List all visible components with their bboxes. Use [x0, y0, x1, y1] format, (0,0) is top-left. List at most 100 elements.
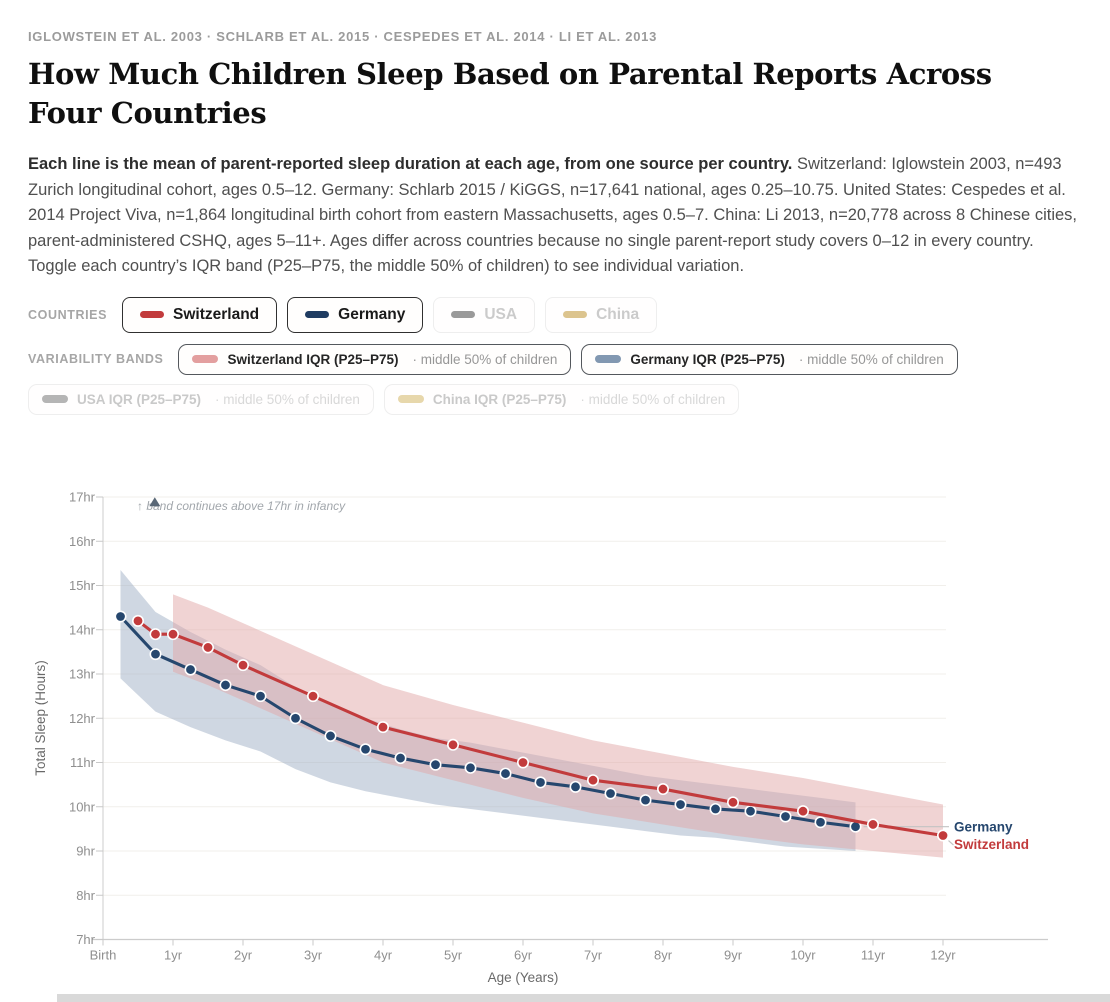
x-tick-label: 8yr — [654, 948, 673, 963]
country-toggle-label: China — [596, 305, 640, 323]
germany-data-point — [219, 679, 232, 692]
switzerland-band — [173, 594, 943, 858]
germany-data-point — [289, 712, 302, 725]
switzerland-swatch-icon — [140, 311, 165, 319]
x-tick-label: 9yr — [724, 948, 743, 963]
band-toggle-usa-iqr[interactable]: USA IQR (P25–P75) · middle 50% of childre… — [28, 383, 374, 415]
y-tick-label: 7hr — [76, 932, 95, 947]
band-toggle-label: USA IQR (P25–P75) — [77, 391, 202, 407]
iqr-bands — [120, 570, 943, 858]
band-toggle-china-iqr[interactable]: China IQR (P25–P75) · middle 50% of child… — [383, 383, 740, 415]
germany-data-point — [674, 798, 687, 811]
source-kicker: IGLOWSTEIN ET AL. 2003 · SCHLARB ET AL. … — [28, 29, 657, 44]
country-toggle-usa[interactable]: USA — [433, 296, 536, 333]
countries-label: COUNTRIES — [28, 307, 108, 322]
band-toggle-suffix: · middle 50% of children — [215, 391, 360, 407]
description-lead: Each line is the mean of parent-reported… — [28, 155, 793, 174]
x-tick-label: 12yr — [930, 948, 956, 963]
germany-data-point — [534, 776, 547, 789]
germany-data-point — [709, 802, 722, 815]
germany-line — [118, 614, 858, 829]
band-toggle-label: Germany IQR (P25–P75) — [630, 351, 785, 367]
countries-row: COUNTRIES Switzerland Germany USA China — [28, 296, 1082, 333]
germany-swatch-icon — [305, 311, 330, 319]
switzerland-end-label: Switzerland — [954, 837, 1029, 852]
country-toggle-label: USA — [484, 305, 518, 323]
germany-data-point — [394, 752, 407, 765]
chart-controls: COUNTRIES Switzerland Germany USA China VAR… — [28, 296, 1082, 415]
y-tick-label: 9hr — [76, 844, 95, 859]
y-tick-label: 15hr — [69, 578, 96, 593]
switzerland-data-point — [202, 641, 215, 654]
germany-data-point — [184, 663, 197, 676]
country-toggle-switzerland[interactable]: Switzerland — [122, 296, 278, 333]
x-tick-label: 1yr — [164, 948, 183, 963]
germany-data-point — [569, 780, 582, 793]
y-tick-label: 13hr — [69, 667, 96, 682]
switzerland-data-point — [167, 628, 180, 641]
x-tick-label: 4yr — [374, 948, 393, 963]
germany-data-point — [324, 729, 337, 742]
x-tick-label: 11yr — [861, 948, 886, 963]
y-axis-title: Total Sleep (Hours) — [33, 660, 48, 776]
germany-data-point — [149, 648, 162, 661]
switzerland-data-point — [936, 829, 949, 842]
germany-iqr-swatch-icon — [595, 355, 622, 364]
germany-data-point — [464, 761, 477, 774]
country-toggle-china[interactable]: China — [545, 296, 658, 333]
switzerland-data-point — [656, 783, 669, 796]
x-tick-label: 2yr — [234, 948, 253, 963]
germany-data-point — [254, 690, 267, 703]
switzerland-data-point — [726, 796, 739, 809]
band-toggle-label: Switzerland IQR (P25–P75) — [227, 351, 399, 367]
band-toggle-germany-iqr[interactable]: Germany IQR (P25–P75) · middle 50% of chi… — [581, 343, 958, 375]
switzerland-data-point — [516, 756, 529, 769]
country-toggle-label: Switzerland — [173, 305, 260, 323]
switzerland-series: Switzerland — [132, 614, 1029, 852]
switzerland-data-point — [237, 659, 250, 672]
germany-data-point — [499, 767, 512, 780]
band-continues-marker-icon — [149, 497, 161, 507]
chart-description: Each line is the mean of parent-reported… — [28, 152, 1082, 280]
germany-end-label: Germany — [954, 819, 1013, 834]
switzerland-data-point — [796, 805, 809, 818]
band-toggle-suffix: · middle 50% of children — [412, 351, 558, 367]
y-tick-label: 16hr — [69, 534, 96, 549]
variability-bands-row: VARIABILITY BANDS Switzerland IQR (P25–P… — [28, 343, 1082, 415]
germany-data-point — [639, 794, 652, 807]
x-axis-title: Age (Years) — [488, 970, 559, 985]
description-body: Switzerland: Iglowstein 2003, n=493 Zuri… — [28, 155, 1077, 276]
switzerland-iqr-swatch-icon — [192, 355, 219, 364]
country-toggle-label: Germany — [338, 305, 406, 323]
band-toggle-suffix: · middle 50% of children — [798, 351, 944, 367]
y-tick-label: 17hr — [69, 490, 96, 505]
usa-swatch-icon — [451, 311, 476, 319]
y-tick-label: 8hr — [76, 888, 95, 903]
country-toggle-germany[interactable]: Germany — [287, 296, 424, 333]
band-clip-annotation: ↑ band continues above 17hr in infancy — [137, 497, 346, 513]
switzerland-data-point — [132, 614, 145, 627]
band-toggle-label: China IQR (P25–P75) — [432, 391, 567, 407]
germany-data-point — [359, 743, 372, 756]
y-tick-label: 11hr — [70, 755, 96, 770]
germany-data-point — [779, 810, 792, 823]
article: IGLOWSTEIN ET AL. 2003 · SCHLARB ET AL. … — [0, 29, 1110, 415]
germany-data-point — [814, 816, 827, 829]
switzerland-data-point — [376, 721, 389, 734]
china-swatch-icon — [563, 311, 588, 319]
x-tick-label: 7yr — [584, 948, 603, 963]
germany-data-point — [744, 805, 757, 818]
x-tick-label: 5yr — [444, 948, 463, 963]
page-title: How Much Children Sleep Based on Parenta… — [28, 57, 992, 130]
china-iqr-swatch-icon — [397, 395, 424, 404]
y-tick-label: 12hr — [69, 711, 96, 726]
switzerland-data-point — [586, 774, 599, 787]
usa-iqr-swatch-icon — [42, 395, 68, 404]
switzerland-data-point — [306, 690, 319, 703]
x-tick-label: 6yr — [514, 948, 533, 963]
band-toggle-switzerland-iqr[interactable]: Switzerland IQR (P25–P75) · middle 50% of… — [178, 343, 572, 375]
y-tick-label: 14hr — [69, 622, 96, 637]
annotation-text: ↑ band continues above 17hr in infancy — [137, 499, 346, 513]
variability-bands-label: VARIABILITY BANDS — [28, 352, 164, 367]
germany-data-point — [604, 787, 617, 800]
